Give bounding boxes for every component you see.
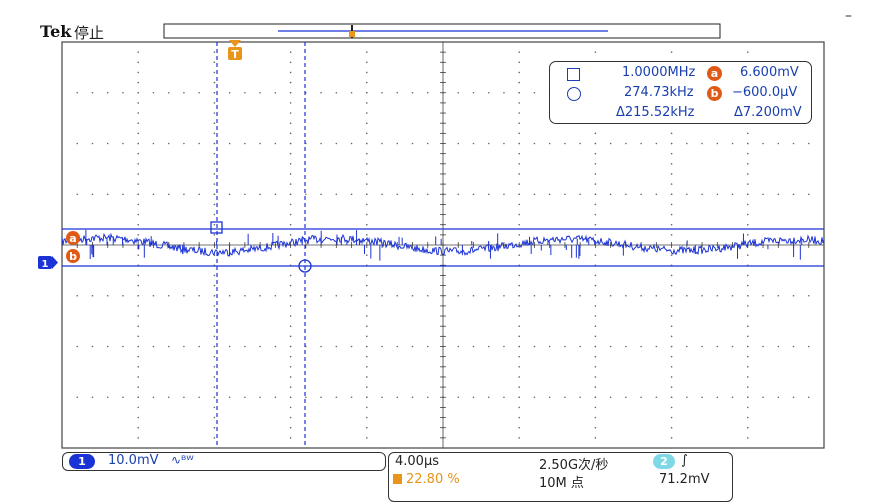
cursor-readout-panel[interactable]: 1.0000MHz a 6.600mV 274.73kHz b −600.0μV… bbox=[549, 61, 812, 124]
cursor-a-badge: a bbox=[707, 66, 722, 81]
acquisition-status: 停止 bbox=[74, 24, 105, 42]
cursor-2-circle-marker bbox=[298, 259, 312, 273]
circle-cursor-icon bbox=[567, 87, 581, 101]
svg-text:b: b bbox=[69, 250, 77, 263]
svg-text:1: 1 bbox=[42, 259, 49, 270]
trigger-slope-icon: ∫ bbox=[681, 453, 688, 468]
delta-frequency: Δ215.52kHz bbox=[616, 105, 695, 120]
menu-dash-icon[interactable]: – bbox=[845, 8, 852, 24]
delta-voltage: Δ7.200mV bbox=[734, 105, 802, 120]
svg-text:T: T bbox=[231, 48, 239, 61]
waveform-trace bbox=[61, 232, 825, 257]
cursor-1-frequency: 1.0000MHz bbox=[622, 65, 696, 80]
cursor-2-voltage: −600.0μV bbox=[732, 85, 798, 100]
trigger-position-small-icon bbox=[393, 474, 402, 484]
top-bar: Tek 停止 – bbox=[0, 0, 890, 42]
cursor-b-badge-icon: b bbox=[66, 249, 80, 263]
waveform-spikes bbox=[85, 229, 803, 261]
bandwidth-limit-icon: ∿ᴮᵂ bbox=[171, 453, 194, 467]
cursor-1-square-marker bbox=[210, 221, 223, 234]
channel-1-scale: 10.0mV bbox=[108, 453, 159, 468]
brand-logo: Tek bbox=[40, 22, 72, 41]
square-cursor-icon bbox=[567, 68, 580, 81]
horizontal-scale: 4.00μs bbox=[395, 454, 439, 469]
record-trigger-mark bbox=[349, 31, 355, 37]
cursor-2-frequency: 274.73kHz bbox=[624, 85, 694, 100]
sample-rate: 2.50G次/秒 bbox=[539, 458, 609, 473]
trigger-level: 71.2mV bbox=[659, 472, 710, 487]
channel-1-ground-marker[interactable]: 1 bbox=[38, 256, 58, 270]
cursor-b-badge: b bbox=[707, 86, 722, 101]
timebase-settings[interactable]: 4.00μs 22.80 % 2.50G次/秒 10M 点 2 ∫ 71.2mV bbox=[388, 452, 733, 502]
trigger-position: 22.80 % bbox=[393, 472, 460, 487]
trigger-position-value: 22.80 % bbox=[406, 472, 460, 487]
record-length: 10M 点 bbox=[539, 476, 584, 491]
cursor-1-voltage: 6.600mV bbox=[740, 65, 799, 80]
cursor-a-badge-icon: a bbox=[66, 231, 80, 245]
channel-1-settings[interactable]: 1 10.0mV ∿ᴮᵂ bbox=[62, 452, 386, 471]
trigger-position-icon[interactable]: T bbox=[228, 40, 242, 61]
channel-1-badge: 1 bbox=[69, 454, 95, 469]
svg-text:a: a bbox=[69, 232, 76, 245]
trigger-channel-badge: 2 bbox=[653, 454, 675, 469]
bottom-status-bar: 1 10.0mV ∿ᴮᵂ 4.00μs 22.80 % 2.50G次/秒 10M… bbox=[0, 448, 890, 502]
